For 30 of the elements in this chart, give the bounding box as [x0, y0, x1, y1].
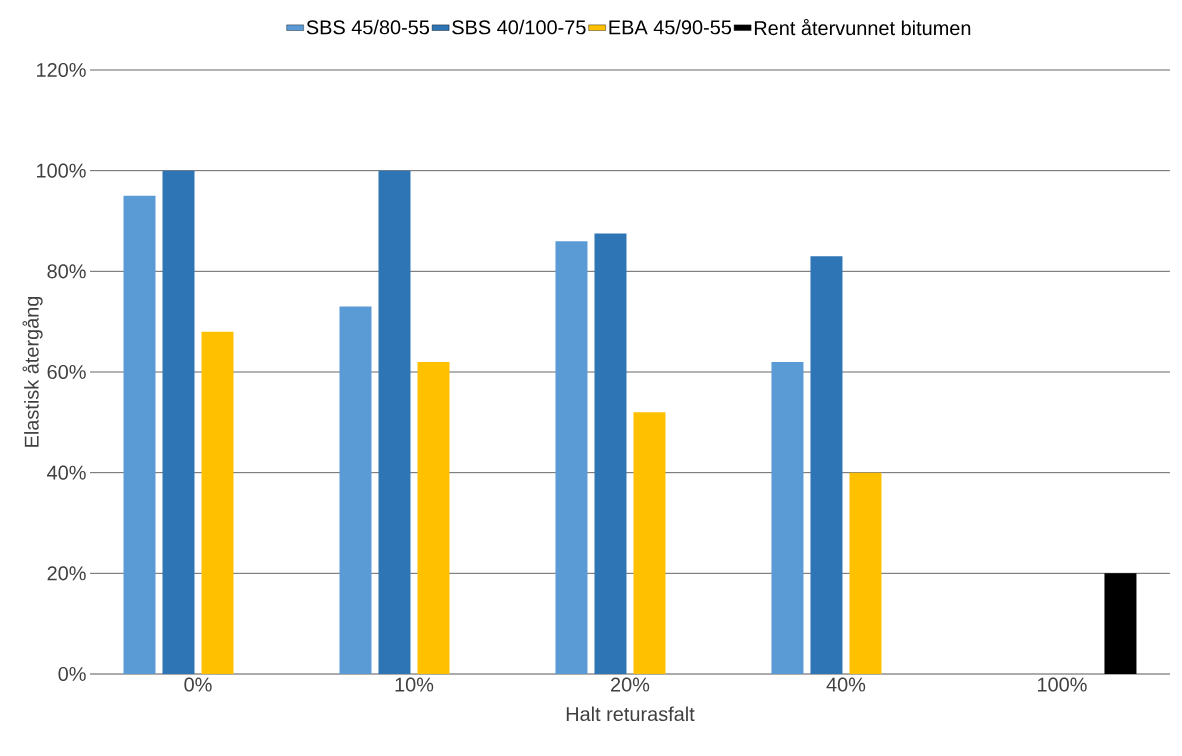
- x-tick-label: 10%: [395, 677, 434, 692]
- x-tick-label: 0%: [184, 677, 212, 692]
- x-tick-label: 40%: [826, 677, 866, 692]
- bar: [378, 170, 411, 674]
- legend-label: Rent återvunnet bitumen: [754, 18, 971, 36]
- y-axis-title: Elastisk återgång: [22, 296, 43, 447]
- y-tick-label: 60%: [47, 364, 86, 380]
- bar: [849, 472, 882, 674]
- bar: [417, 361, 450, 674]
- y-tick-label: 40%: [47, 465, 86, 480]
- x-tick-label: 20%: [611, 677, 650, 692]
- legend-label: SBS 40/100-75: [452, 19, 586, 35]
- bar: [594, 233, 627, 674]
- y-tick-label: 0%: [58, 666, 86, 682]
- y-tick-label: 80%: [47, 264, 86, 279]
- bar: [771, 361, 804, 674]
- bar: [555, 241, 588, 674]
- bar: [162, 170, 195, 674]
- bar: [339, 306, 372, 674]
- x-axis-title: Halt returasfalt: [566, 706, 695, 722]
- y-tick-label: 120%: [37, 62, 86, 78]
- x-tick-label: 100%: [1037, 677, 1087, 692]
- y-tick-label: 20%: [47, 566, 86, 581]
- bar: [633, 412, 666, 674]
- bar: [201, 331, 234, 674]
- legend-label: SBS 45/80-55: [306, 19, 430, 35]
- bar: [810, 256, 843, 674]
- legend-label: EBA 45/90-55: [609, 19, 732, 35]
- y-tick-label: 100%: [37, 163, 86, 178]
- bar: [123, 195, 156, 674]
